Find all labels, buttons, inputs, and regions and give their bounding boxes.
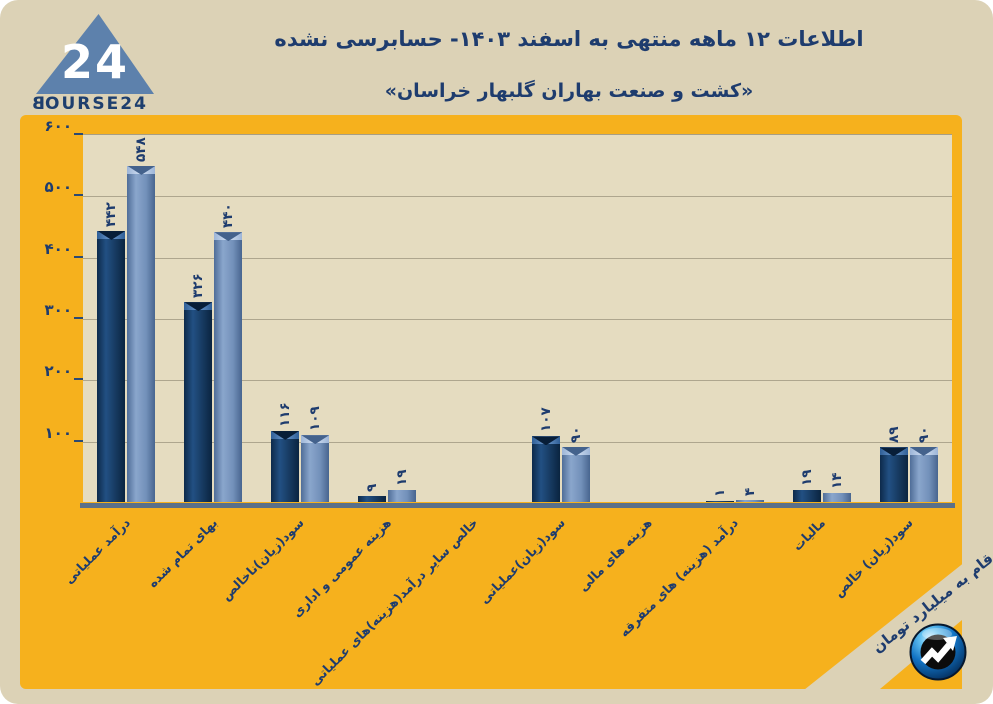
x-axis-label: هزینه های مالی: [575, 515, 655, 595]
x-axis-label: سود(زیان)ناخالص: [218, 515, 307, 604]
baseline-floor: [80, 503, 955, 508]
bar-series-light: [735, 499, 764, 502]
logo-text-rest: OURSE24: [45, 94, 148, 114]
gridline-200: [83, 380, 952, 382]
logo-text-first: B: [30, 94, 46, 114]
bar-value-label: ۳۲۶: [190, 273, 207, 299]
bar-value-label: ۱: [711, 489, 728, 498]
logo-number: 24: [60, 35, 129, 89]
bar-value-label: ۴۴۲: [103, 202, 120, 227]
bar-value-label: ۱۴: [828, 472, 845, 490]
y-axis-label: ۴۰۰: [44, 239, 72, 258]
bar-value-label: ۹۰: [915, 426, 932, 443]
chart-panel: درآمد عملیاتی ۴۴۲ ۵۴۸ بهای تمام شده ۳۲۶ ۴۴۰ سو…: [20, 115, 962, 689]
bar-value-label: ۱۹: [394, 469, 411, 487]
bar-series-light: [214, 232, 243, 502]
gridline-500: [83, 196, 952, 198]
y-axis-label: ۱۰۰: [44, 423, 72, 442]
y-axis-tick: [74, 439, 83, 442]
bar-series-dark: [271, 430, 300, 502]
gridline-100: [83, 441, 952, 443]
bar-series-light: [822, 493, 851, 502]
bar-value-label: ۹۰: [567, 426, 584, 443]
y-axis-label: ۶۰۰: [44, 117, 72, 135]
bar-value-label: ۱۹: [798, 469, 815, 487]
y-axis-tick: [74, 378, 83, 381]
bar-value-label: ۵۴۸: [133, 137, 150, 162]
y-axis-label: ۵۰۰: [44, 178, 72, 197]
bar-value-label: ۱۰۷: [537, 407, 554, 433]
bar-value-label: ۴۴۰: [220, 203, 237, 229]
y-axis-label: ۳۰۰: [44, 301, 72, 319]
y-axis-label: ۲۰۰: [44, 362, 72, 381]
bar-series-light: [561, 446, 590, 502]
bar-value-label: ۴: [741, 487, 758, 496]
x-axis-label: درآمد عملیاتی: [61, 515, 134, 587]
x-axis-label: سود(زیان) خالص: [830, 515, 916, 600]
bar-value-label: ۱۰۹: [307, 406, 324, 432]
bar-series-dark: [531, 436, 560, 502]
y-axis-tick: [74, 133, 83, 135]
y-axis-tick: [74, 194, 83, 197]
bar-series-dark: [358, 496, 387, 502]
x-axis-label: هزینه عمومی و اداری: [288, 515, 394, 620]
bar-value-label: ۸۹: [885, 426, 902, 444]
x-axis-label: مالیات: [789, 515, 829, 554]
bar-value-label: ۱۱۶: [277, 402, 294, 427]
gridline-400: [83, 257, 952, 259]
bar-series-dark: [184, 302, 213, 502]
bar-series-light: [388, 490, 417, 502]
bar-value-label: ۹: [364, 484, 381, 493]
gridline-300: [83, 319, 952, 320]
bar-series-light: [301, 435, 330, 502]
bar-series-dark: [97, 230, 126, 502]
bourse24-logo: 24 BOURSE24: [14, 8, 164, 114]
page-title: اطلاعات ۱۲ ماهه منتهی به اسفند ۱۴۰۳- حسا…: [274, 27, 864, 51]
bar-series-dark: [705, 501, 734, 502]
plot-area: درآمد عملیاتی ۴۴۲ ۵۴۸ بهای تمام شده ۳۲۶ ۴۴۰ سو…: [61, 134, 955, 688]
bar-series-light: [909, 446, 938, 502]
x-axis-label: خالص سایر درآمد(هزینه)های عملیاتی: [307, 515, 481, 689]
logo-text: BOURSE24: [14, 94, 164, 114]
x-axis-label: بهای تمام شده: [144, 515, 220, 591]
y-axis-tick: [74, 255, 83, 258]
x-axis-label: سود(زیان)عملیاتی: [476, 515, 568, 607]
trend-arrow-ball-icon: [909, 623, 967, 681]
y-axis-tick: [74, 317, 83, 319]
page-subtitle: «کشت و صنعت بهاران گلبهار خراسان»: [384, 80, 754, 102]
bar-series-light: [127, 165, 156, 502]
bar-series-dark: [879, 447, 908, 502]
bar-series-dark: [792, 490, 821, 502]
